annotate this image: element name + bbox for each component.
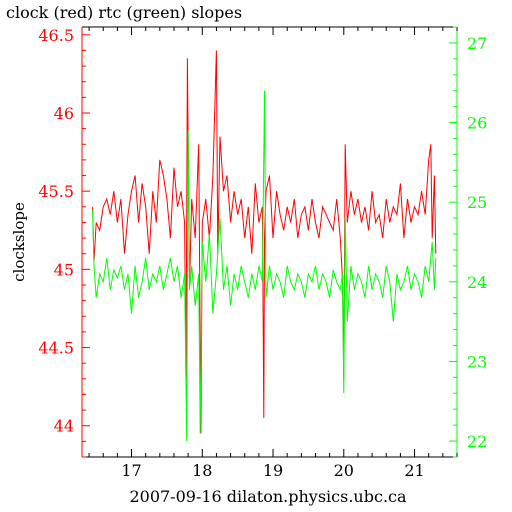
series-rtc-line: [92, 90, 437, 442]
right-tick-label: 25: [467, 193, 487, 212]
right-tick-label: 27: [467, 34, 487, 53]
right-axis-ticks: 22 23 24 25 26 27: [449, 26, 487, 458]
left-tick-label: 44: [54, 417, 74, 436]
right-tick-label: 22: [467, 432, 487, 451]
chart-title: clock (red) rtc (green) slopes: [6, 3, 242, 22]
x-tick-label: 21: [404, 461, 424, 480]
x-tick-label: 20: [334, 461, 354, 480]
right-tick-label: 26: [467, 114, 487, 133]
left-axis-ticks: 44 44.5 45 45.5 46 46.5: [38, 26, 90, 458]
left-tick-label: 44.5: [38, 339, 74, 358]
left-tick-label: 45: [54, 260, 74, 279]
right-tick-label: 24: [467, 273, 487, 292]
x-axis-ticks: 17 18 19 20 21: [88, 27, 458, 480]
left-tick-label: 46: [54, 104, 74, 123]
x-tick-label: 19: [263, 461, 283, 480]
series-clock-line: [92, 50, 437, 434]
left-tick-label: 46.5: [38, 26, 74, 45]
left-tick-label: 45.5: [38, 182, 74, 201]
right-tick-label: 23: [467, 352, 487, 371]
x-tick-label: 18: [192, 461, 212, 480]
y-axis-label: clockslope: [10, 202, 28, 282]
x-axis-label: 2007-09-16 dilaton.physics.ubc.ca: [129, 487, 407, 506]
series-layer: [92, 50, 437, 442]
x-tick-label: 17: [121, 461, 141, 480]
